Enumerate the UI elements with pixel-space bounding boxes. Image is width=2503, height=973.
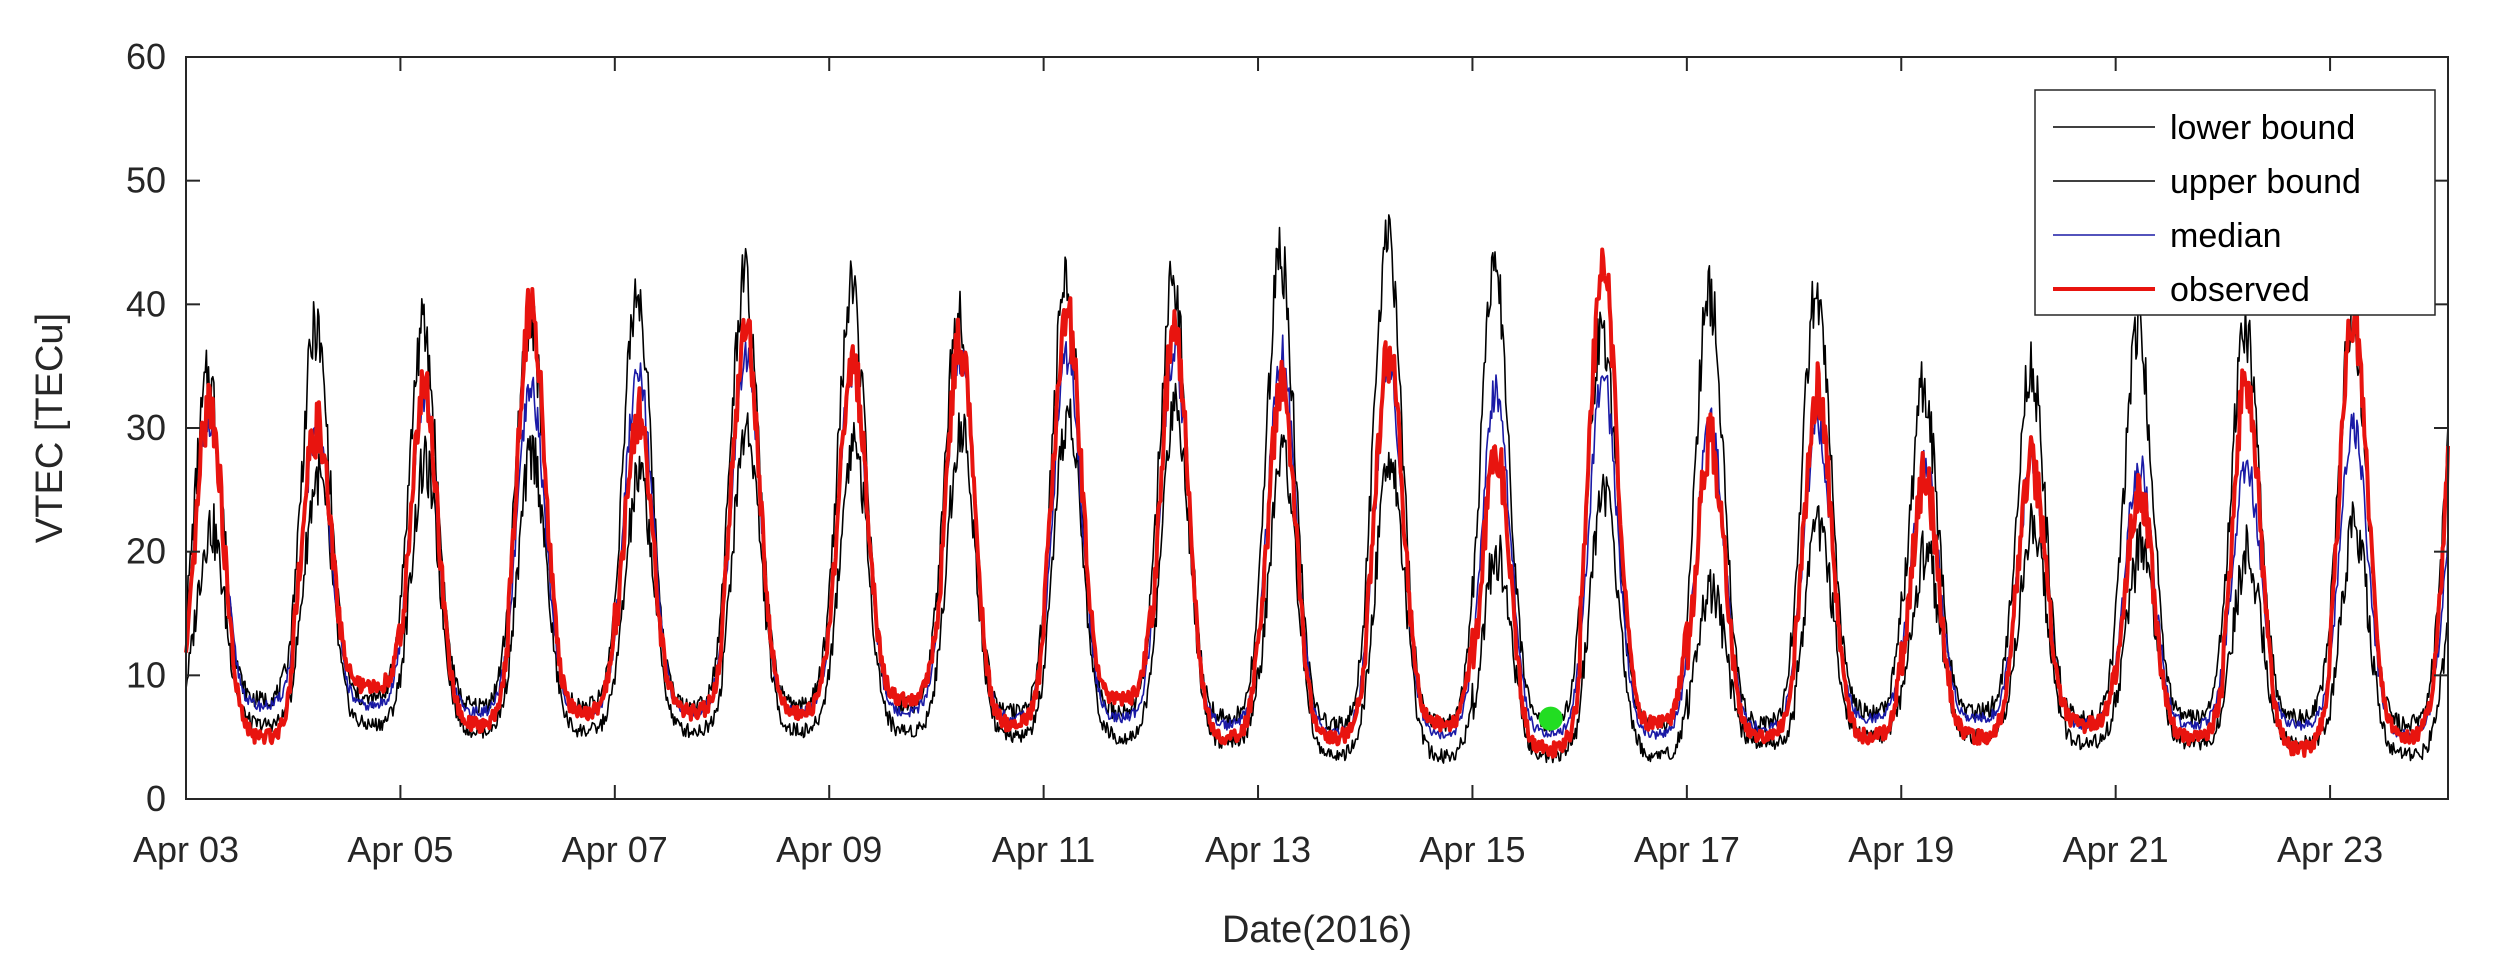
legend-label-upper-bound: upper bound <box>2170 163 2361 201</box>
series-line-lower-bound <box>185 382 2449 764</box>
x-tick-label: Apr 21 <box>2063 829 2169 870</box>
y-tick-label: 0 <box>146 778 166 819</box>
y-tick-label: 30 <box>126 407 166 448</box>
y-tick-label: 20 <box>126 531 166 572</box>
x-tick-label: Apr 07 <box>562 829 668 870</box>
x-tick-label: Apr 13 <box>1205 829 1311 870</box>
series-line-observed <box>184 247 2450 759</box>
x-tick-label: Apr 15 <box>1419 829 1525 870</box>
y-axis-title: VTEC [TECu] <box>29 313 71 543</box>
y-tick-label: 40 <box>126 283 166 324</box>
legend-label-observed: observed <box>2170 271 2310 309</box>
x-tick-label: Apr 03 <box>133 829 239 870</box>
x-tick-label: Apr 11 <box>992 829 1095 870</box>
y-tick-label: 50 <box>126 160 166 201</box>
x-tick-label: Apr 05 <box>347 829 453 870</box>
x-axis-title: Date(2016) <box>1222 909 1412 951</box>
series-layer <box>184 214 2450 764</box>
legend-label-median: median <box>2170 217 2282 255</box>
x-tick-label: Apr 23 <box>2277 829 2383 870</box>
x-axis: Apr 03 Apr 05 Apr 07 Apr 09 Apr 11 Apr 13 Apr … <box>133 57 2383 870</box>
y-tick-label: 10 <box>126 654 166 695</box>
observation-marker <box>1538 706 1563 731</box>
x-tick-label: Apr 09 <box>776 829 882 870</box>
legend: lower bound upper bound median observed <box>2034 89 2436 316</box>
y-axis: 0 10 20 30 40 50 60 <box>126 36 2448 819</box>
legend-label-lower-bound: lower bound <box>2170 109 2355 147</box>
x-tick-label: Apr 17 <box>1634 829 1740 870</box>
y-tick-label: 60 <box>126 36 166 77</box>
x-tick-label: Apr 19 <box>1848 829 1954 870</box>
